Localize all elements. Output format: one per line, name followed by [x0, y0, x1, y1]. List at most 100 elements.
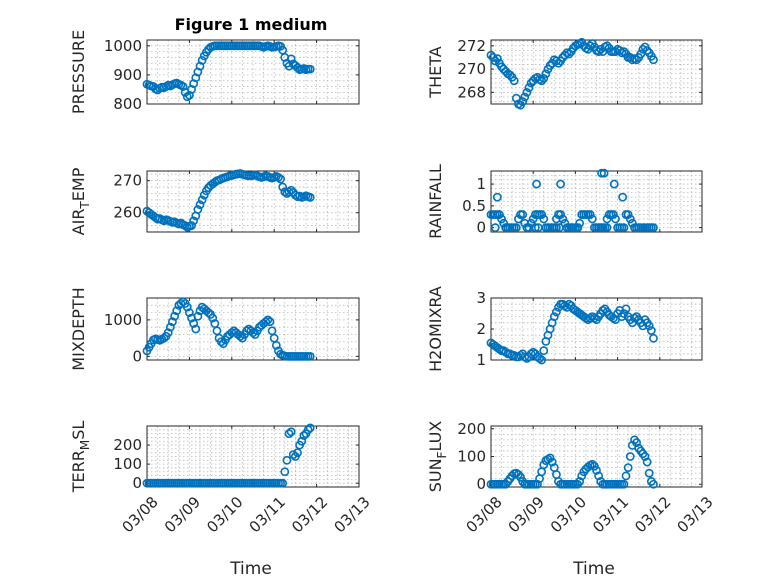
data-point [189, 319, 199, 328]
data-point [560, 301, 570, 311]
x-tick-label: 03/08 [118, 493, 161, 536]
data-point [594, 47, 604, 57]
data-point [556, 210, 566, 219]
data-point [248, 328, 258, 338]
data-point [621, 471, 631, 481]
data-point [532, 179, 541, 189]
data-point [618, 192, 628, 202]
data-point [187, 221, 196, 230]
data-point [630, 313, 639, 323]
y-axis-label: TERRMSL [69, 421, 92, 494]
data-point [554, 58, 563, 68]
y-tick-label: 0 [476, 219, 486, 237]
y-axis-label-main: TERR [69, 450, 88, 493]
data-point [602, 41, 612, 51]
x-tick-label: 03/10 [547, 493, 590, 536]
data-point [547, 457, 557, 467]
data-point [197, 195, 207, 205]
data-point [537, 467, 547, 477]
y-tick-label: 1000 [104, 37, 142, 55]
data-point [165, 322, 175, 332]
data-point [492, 192, 502, 202]
data-point [490, 223, 500, 233]
axes-box [146, 297, 360, 361]
x-tick-label: 03/12 [631, 493, 674, 536]
y-tick-label: 0.5 [462, 197, 486, 215]
data-point [497, 214, 506, 224]
data-point [552, 307, 561, 317]
data-point [541, 69, 551, 79]
axes-box [490, 39, 703, 105]
data-point [649, 333, 658, 343]
data-point [280, 467, 290, 477]
data-point [640, 452, 650, 461]
data-point [577, 471, 587, 481]
data-point [549, 312, 559, 321]
data-point [278, 478, 288, 488]
data-point [524, 83, 534, 93]
data-point [564, 49, 574, 59]
data-point [189, 216, 199, 226]
data-point [235, 331, 245, 341]
y-axis-label: PRESSURE [69, 30, 88, 114]
data-point [511, 223, 521, 233]
data-point [611, 214, 620, 224]
data-point [509, 350, 519, 360]
data-point [594, 223, 604, 233]
data-point [649, 479, 658, 489]
data-point [623, 463, 633, 472]
data-point [619, 47, 629, 57]
data-point [638, 44, 648, 54]
data-point [567, 223, 577, 233]
data-point [625, 214, 635, 224]
y-tick-label: 1 [476, 351, 486, 369]
subplot-theta: 268 270 272 THETA [426, 37, 703, 110]
data-point [619, 479, 629, 489]
data-point [625, 452, 635, 461]
y-axis-label: MIXDEPTH [69, 287, 88, 370]
y-tick-label: 200 [457, 420, 486, 438]
data-point [490, 56, 500, 66]
data-point [176, 299, 186, 308]
x-axis-label-right: Time [572, 559, 615, 579]
y-axis-label-subscript: T [78, 201, 92, 210]
data-point [278, 182, 288, 192]
data-point [619, 223, 629, 233]
data-point [286, 427, 296, 437]
data-point [539, 346, 549, 356]
x-tick-label: 03/09 [161, 493, 204, 536]
data-point [184, 308, 194, 317]
x-tick-label: 03/11 [246, 493, 289, 536]
x-axis-label-left: Time [229, 559, 272, 579]
data-point [204, 308, 213, 317]
data-point [263, 315, 273, 325]
data-point [552, 223, 561, 233]
data-point [556, 179, 566, 189]
data-point [288, 450, 298, 459]
data-point [163, 328, 173, 338]
y-axis-label-main: THETA [426, 46, 445, 98]
data-point [191, 324, 201, 334]
data-point [587, 459, 597, 469]
subplot-mixdepth: 0 1000 MIXDEPTH [69, 287, 360, 371]
y-tick-label: 1 [476, 175, 486, 193]
data-point [597, 223, 606, 233]
data-point [276, 174, 285, 184]
data-point [592, 465, 601, 475]
data-point [182, 302, 192, 312]
data-point [293, 448, 302, 458]
data-point [274, 173, 283, 182]
data-point [587, 214, 597, 224]
y-tick-label: 0 [132, 474, 142, 492]
y-axis-label-main: PRESSURE [69, 30, 88, 114]
y-tick-label: 800 [113, 95, 142, 113]
data-point [305, 351, 315, 361]
data-point [649, 55, 658, 65]
data-point [632, 55, 641, 65]
y-tick-label: 0 [132, 347, 142, 365]
y-axis-label-main: AIR [69, 209, 88, 236]
data-point [509, 76, 519, 86]
data-point [286, 185, 296, 195]
data-point [159, 333, 169, 343]
